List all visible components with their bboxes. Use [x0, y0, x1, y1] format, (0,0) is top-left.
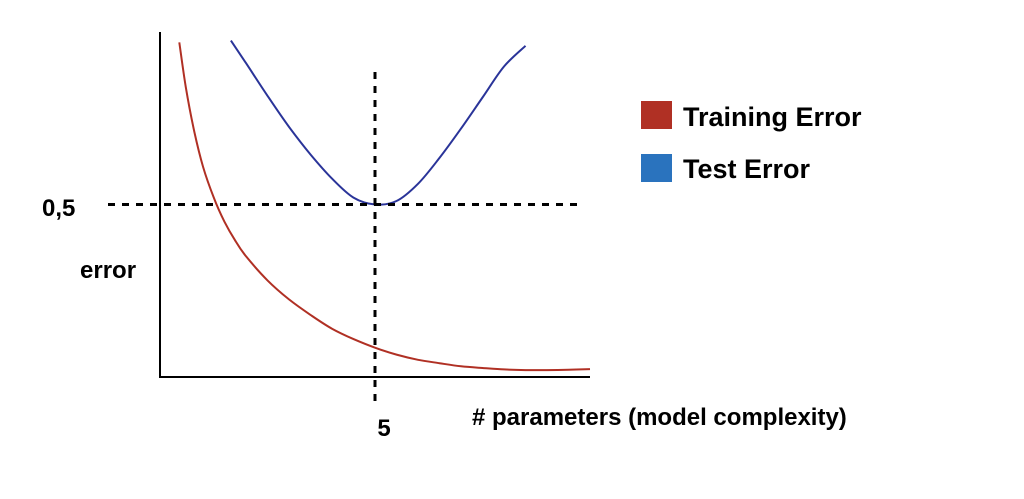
legend-label-test: Test Error: [683, 154, 811, 184]
x-tick-label: 5: [377, 415, 390, 442]
series-line-training-error: [178, 42, 591, 372]
legend-swatch-test: [641, 154, 672, 182]
y-tick-label: 0,5: [42, 195, 75, 222]
legend-swatch-training: [641, 101, 672, 129]
plot-area: [108, 40, 591, 402]
x-axis-label: # parameters (model complexity): [472, 404, 847, 431]
series-line-test-error: [230, 40, 527, 206]
y-axis-label: error: [80, 257, 136, 284]
legend-label-training: Training Error: [683, 102, 862, 132]
legend: Training Error Test Error: [641, 101, 862, 184]
